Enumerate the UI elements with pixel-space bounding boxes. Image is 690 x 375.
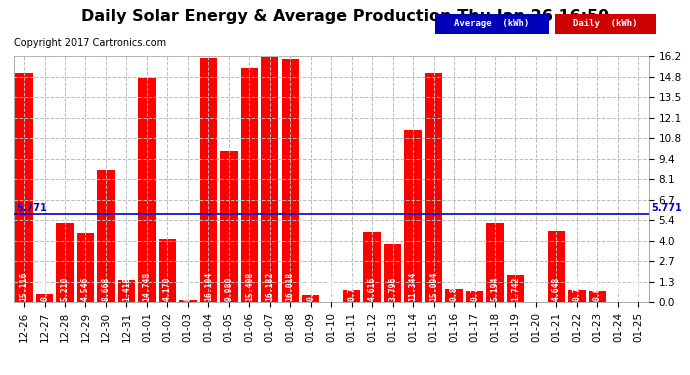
Bar [261,57,279,302]
Bar [569,290,586,302]
Bar [425,73,442,302]
Bar [302,294,319,302]
Bar [57,223,74,302]
Bar [282,59,299,302]
Text: 15.408: 15.408 [245,272,254,301]
Text: 9.980: 9.980 [224,276,233,301]
Text: 5.210: 5.210 [61,276,70,301]
Bar [118,280,135,302]
Text: Daily  (kWh): Daily (kWh) [573,19,638,28]
Text: 3.796: 3.796 [388,276,397,301]
Bar [138,78,156,302]
Text: 0.724: 0.724 [470,276,479,301]
Bar [506,276,524,302]
Bar [445,289,463,302]
Bar [159,238,176,302]
Text: 5.194: 5.194 [491,276,500,301]
Text: 0.854: 0.854 [450,276,459,301]
Text: 4.170: 4.170 [163,276,172,301]
Text: 15.116: 15.116 [19,272,28,301]
Bar [364,232,381,302]
Bar [384,244,402,302]
Text: 0.000: 0.000 [613,276,622,301]
Text: Average  (kWh): Average (kWh) [454,19,530,28]
Text: 0.484: 0.484 [306,276,315,301]
Bar [548,231,565,302]
Text: 0.000: 0.000 [634,276,643,301]
Bar [179,300,197,302]
Text: 0.768: 0.768 [347,276,356,301]
Text: 15.094: 15.094 [429,272,438,301]
Text: 0.688: 0.688 [593,276,602,301]
Text: 4.546: 4.546 [81,276,90,301]
Text: 0.000: 0.000 [326,276,336,301]
Text: 16.182: 16.182 [265,272,274,301]
Text: 4.616: 4.616 [368,276,377,301]
Text: Daily Solar Energy & Average Production Thu Jan 26 16:59: Daily Solar Energy & Average Production … [81,9,609,24]
Bar [241,68,258,302]
Bar [97,171,115,302]
Text: 5.771: 5.771 [651,203,682,213]
Text: 1.418: 1.418 [122,276,131,301]
Text: Copyright 2017 Cartronics.com: Copyright 2017 Cartronics.com [14,38,166,48]
Bar [466,291,483,302]
Text: 0.760: 0.760 [573,276,582,301]
Bar [404,130,422,302]
Text: 4.648: 4.648 [552,276,561,301]
Bar [343,290,360,302]
Text: 0.116: 0.116 [184,276,193,301]
Bar [486,223,504,302]
Text: 11.344: 11.344 [408,272,417,301]
Text: 1.742: 1.742 [511,276,520,301]
Text: 0.516: 0.516 [40,276,49,301]
Bar [15,73,32,302]
Text: 8.668: 8.668 [101,276,110,301]
Text: 14.748: 14.748 [142,272,151,301]
Bar [199,58,217,302]
Text: 16.104: 16.104 [204,272,213,301]
Bar [36,294,53,302]
Text: 5.771: 5.771 [16,203,47,213]
Bar [589,291,606,302]
Bar [220,150,237,302]
Text: 0.000: 0.000 [531,276,540,301]
Text: 16.018: 16.018 [286,272,295,301]
Bar [77,233,94,302]
